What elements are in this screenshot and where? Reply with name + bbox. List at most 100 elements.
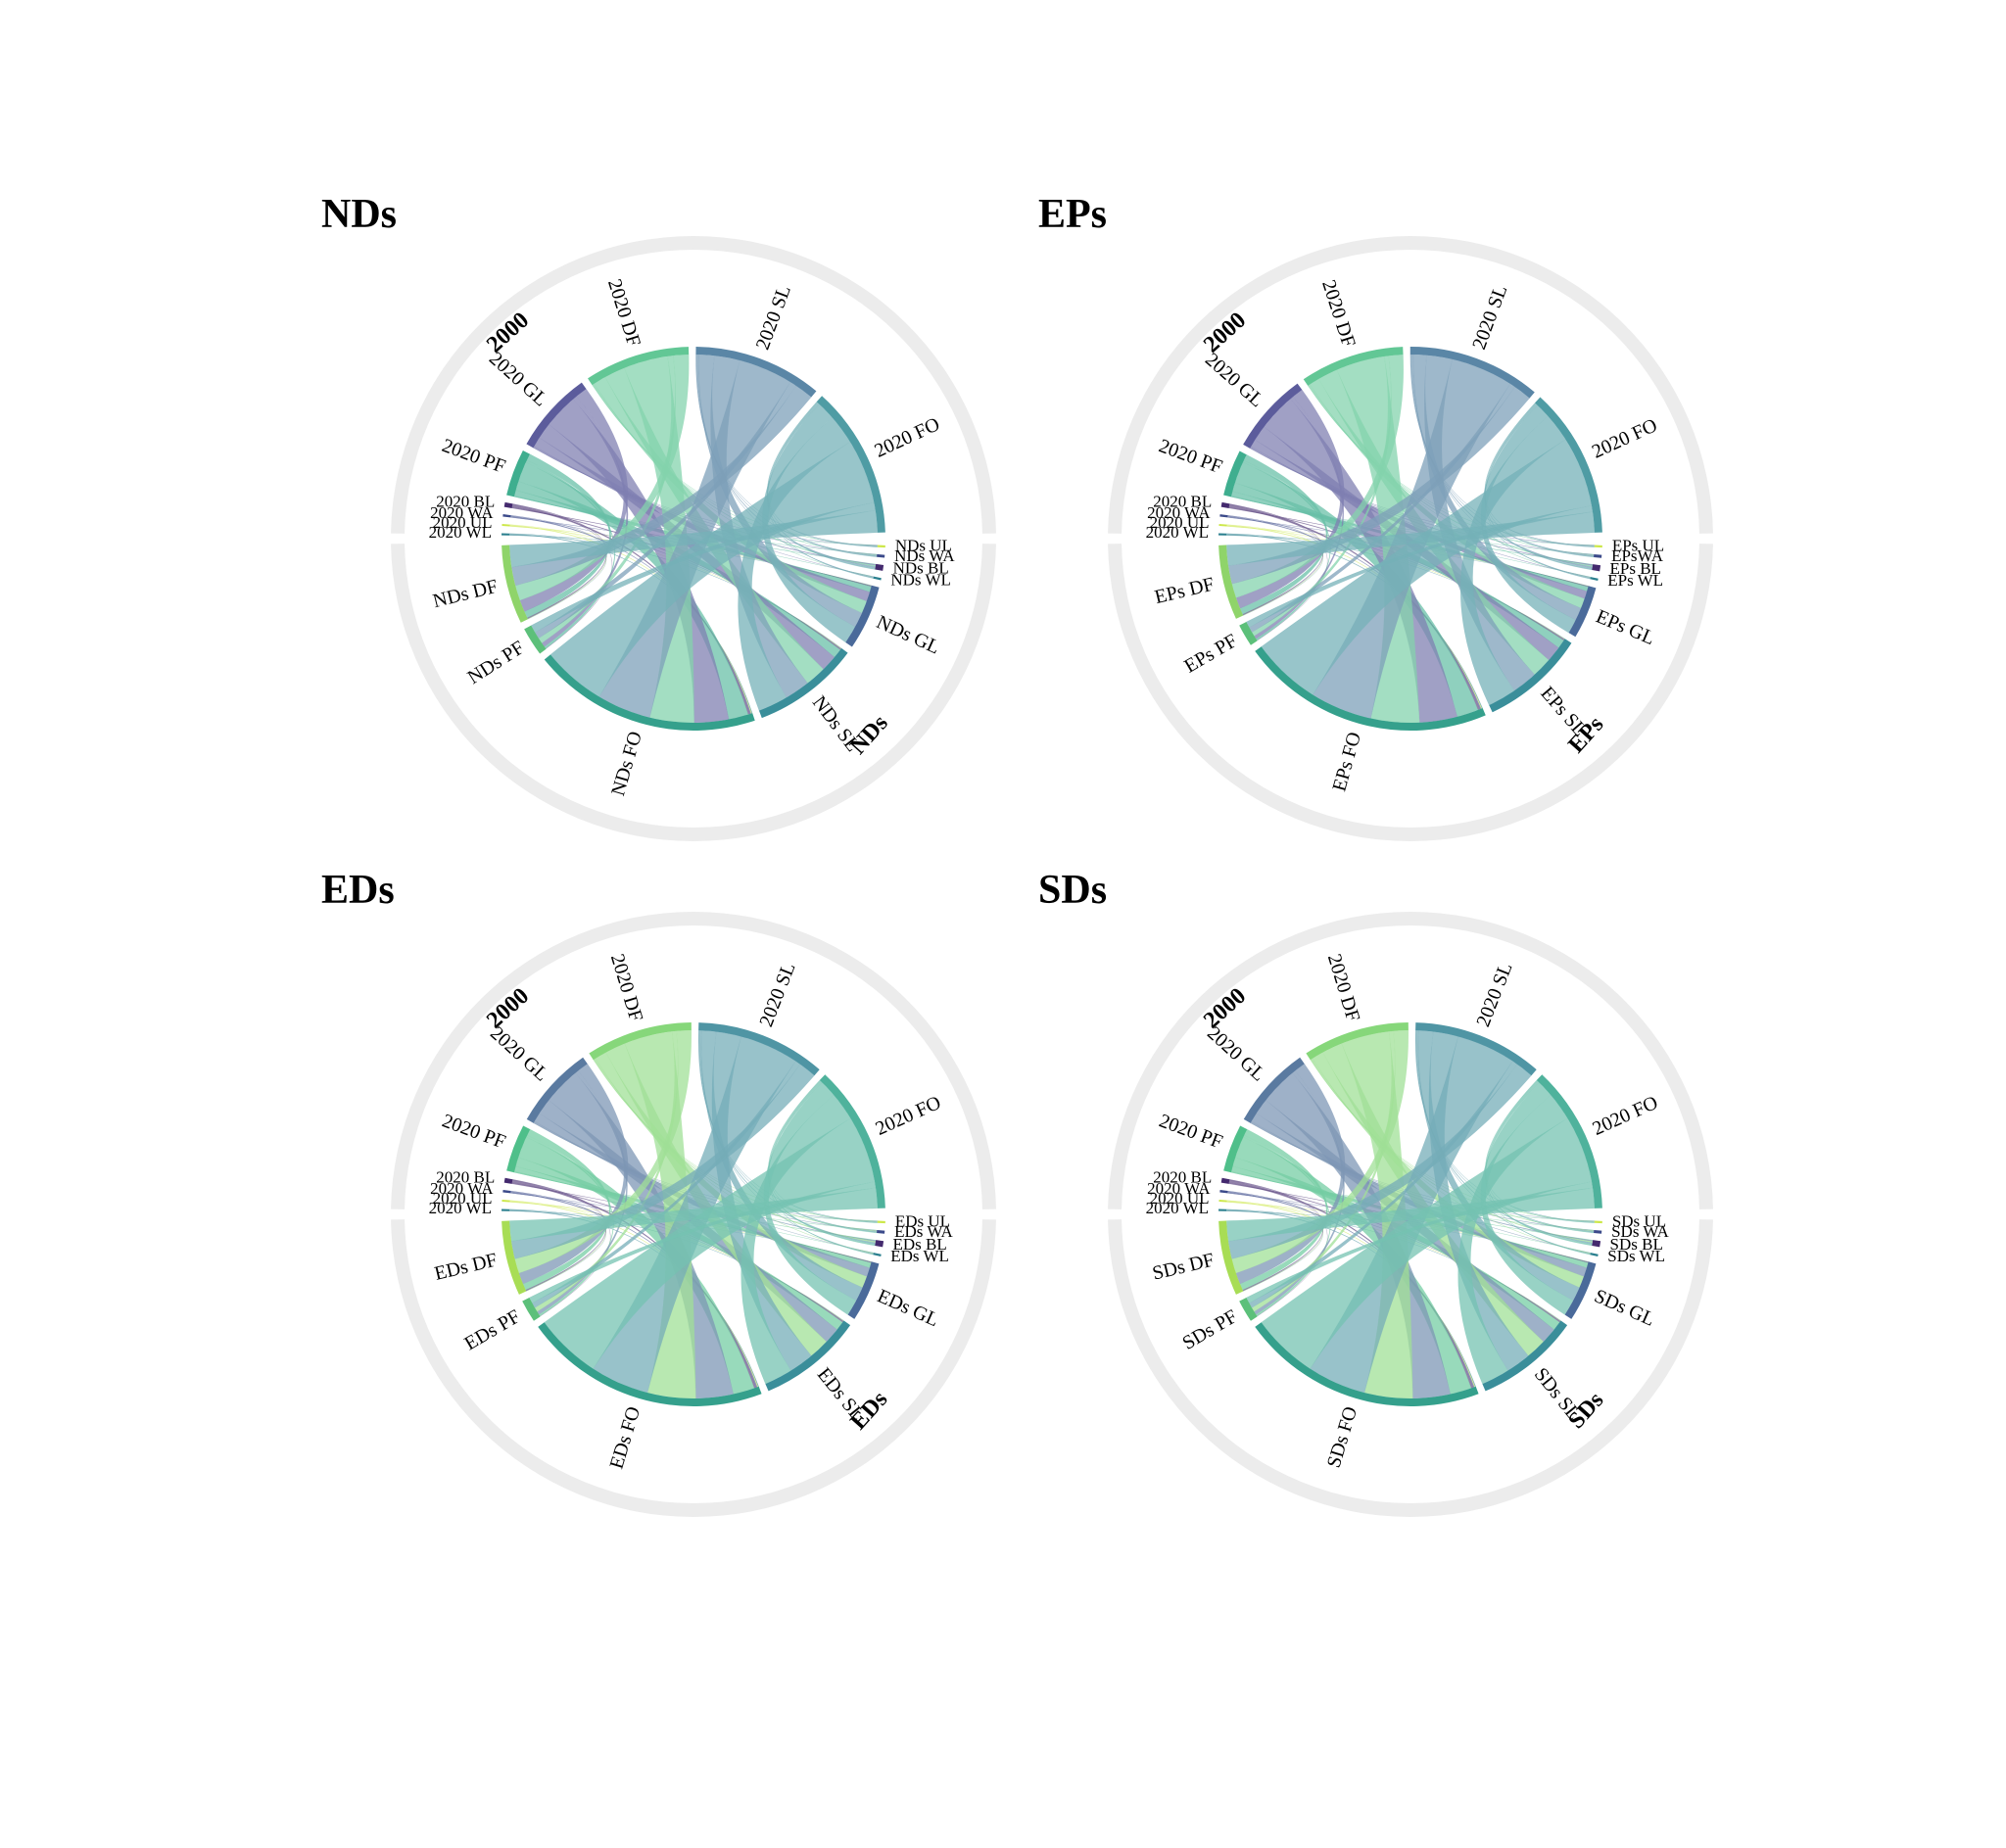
source-label: 2020 BL bbox=[436, 492, 495, 510]
target-arc bbox=[845, 585, 880, 647]
panel-title: EDs bbox=[321, 868, 395, 913]
target-arc bbox=[1255, 1322, 1479, 1406]
source-arc bbox=[1219, 1190, 1228, 1194]
source-label: 2020 WA bbox=[430, 503, 494, 522]
chord-ribbon bbox=[1228, 503, 1481, 711]
target-arc bbox=[873, 1253, 882, 1257]
target-arc bbox=[875, 563, 884, 571]
source-arc bbox=[1243, 383, 1303, 449]
chord-panel-3: SDs 2000 SDs 2020 WL 2020 UL 2020 WA 2020 BL 2… bbox=[1038, 867, 1783, 1517]
source-label: 2020 WL bbox=[429, 1199, 492, 1217]
source-arc bbox=[1536, 1074, 1602, 1208]
target-arc bbox=[1489, 639, 1572, 713]
source-label: 2020 BL bbox=[1153, 492, 1212, 510]
source-label: 2020 GL bbox=[486, 1022, 552, 1085]
target-label: NDs SL bbox=[808, 692, 864, 756]
source-label: 2020 WL bbox=[429, 523, 492, 542]
source-label: 2020 SL bbox=[1468, 282, 1511, 353]
target-arc bbox=[1239, 1298, 1258, 1321]
target-arc bbox=[502, 1220, 527, 1295]
target-label: EDs SL bbox=[813, 1364, 869, 1426]
chord-ribbon bbox=[1226, 524, 1483, 709]
source-arc bbox=[1220, 1177, 1230, 1184]
target-arc bbox=[1590, 577, 1599, 582]
target-arc bbox=[1594, 553, 1602, 558]
target-label: SDs DF bbox=[1151, 1249, 1217, 1284]
target-label: EDs FO bbox=[605, 1404, 645, 1472]
target-arc bbox=[877, 1220, 885, 1224]
target-arc bbox=[1594, 545, 1602, 548]
source-arc bbox=[503, 1177, 513, 1184]
target-arc bbox=[877, 545, 885, 548]
source-label: 2020 DF bbox=[1323, 952, 1363, 1024]
source-arc bbox=[1218, 533, 1227, 536]
target-arc bbox=[877, 1229, 885, 1234]
target-label: SDs PF bbox=[1179, 1305, 1241, 1354]
source-label: 2020 FO bbox=[873, 1092, 944, 1140]
target-label: SDs WL bbox=[1607, 1247, 1665, 1265]
source-label: 2020 PF bbox=[439, 435, 508, 478]
target-arc bbox=[1594, 1229, 1602, 1234]
source-arc bbox=[1218, 523, 1227, 527]
target-label: SDs GL bbox=[1591, 1285, 1657, 1331]
target-label: NDs UL bbox=[895, 536, 952, 554]
source-label: 2020 WL bbox=[1146, 523, 1209, 542]
source-arc bbox=[1306, 1022, 1409, 1061]
source-arc bbox=[502, 523, 510, 527]
target-label: EDs WL bbox=[890, 1247, 949, 1265]
group-ring-source bbox=[1108, 236, 1713, 534]
source-label: 2020 FO bbox=[1590, 1092, 1661, 1140]
source-arc bbox=[1218, 1199, 1227, 1203]
target-arc bbox=[1592, 564, 1601, 572]
target-label: EPs WL bbox=[1607, 571, 1663, 590]
target-label: NDs DF bbox=[431, 576, 501, 613]
source-arc bbox=[506, 1125, 531, 1173]
source-label: 2020 FO bbox=[1589, 414, 1660, 462]
source-label: 2020 UL bbox=[1150, 1189, 1210, 1208]
target-arc bbox=[758, 647, 848, 719]
target-arc bbox=[1564, 1261, 1597, 1319]
target-arc bbox=[1592, 1240, 1601, 1248]
chord-panel-2: EDs 2000 EDs 2020 WL 2020 UL 2020 WA 2020 BL 2… bbox=[321, 867, 1066, 1517]
source-label: 2020 SL bbox=[752, 282, 795, 353]
source-arc bbox=[695, 347, 817, 398]
source-arc bbox=[819, 1074, 885, 1208]
target-arc bbox=[1594, 1220, 1602, 1224]
source-arc bbox=[502, 1208, 510, 1211]
target-label: SDs SL bbox=[1530, 1364, 1585, 1425]
source-arc bbox=[1243, 1057, 1305, 1123]
target-label: EDs GL bbox=[874, 1285, 941, 1331]
source-label: 2020 WA bbox=[1147, 503, 1211, 522]
panel-title: NDs bbox=[321, 192, 398, 237]
chord-panel-0: NDs 2000 NDs 2020 WL 2020 UL 2020 WA 2020 BL 2… bbox=[321, 191, 1066, 841]
target-arc bbox=[1482, 1320, 1568, 1392]
panel-title: EPs bbox=[1038, 192, 1108, 237]
source-label: 2020 DF bbox=[606, 952, 646, 1024]
target-label: NDs PF bbox=[464, 637, 529, 688]
target-arc bbox=[765, 1320, 851, 1392]
target-label: NDs WA bbox=[894, 546, 955, 565]
target-arc bbox=[538, 1322, 762, 1406]
target-label: SDs UL bbox=[1612, 1211, 1666, 1230]
target-label: NDs GL bbox=[873, 611, 942, 658]
target-arc bbox=[847, 1261, 880, 1319]
source-arc bbox=[1219, 514, 1228, 518]
target-label: SDs WA bbox=[1611, 1222, 1669, 1241]
source-arc bbox=[816, 396, 885, 533]
source-label: 2020 BL bbox=[436, 1167, 495, 1186]
target-label: EDs PF bbox=[461, 1305, 524, 1354]
target-arc bbox=[875, 1240, 884, 1248]
target-arc bbox=[522, 1298, 541, 1321]
source-label: 2020 DF bbox=[603, 276, 645, 349]
target-arc bbox=[1239, 622, 1258, 645]
target-arc bbox=[1568, 586, 1597, 638]
target-label: EPs SL bbox=[1536, 683, 1591, 740]
target-label: EPs GL bbox=[1593, 605, 1657, 649]
chord-ribbon bbox=[508, 509, 879, 568]
source-arc bbox=[502, 533, 510, 536]
target-arc bbox=[877, 553, 885, 558]
chord-ribbon bbox=[1228, 1179, 1474, 1389]
